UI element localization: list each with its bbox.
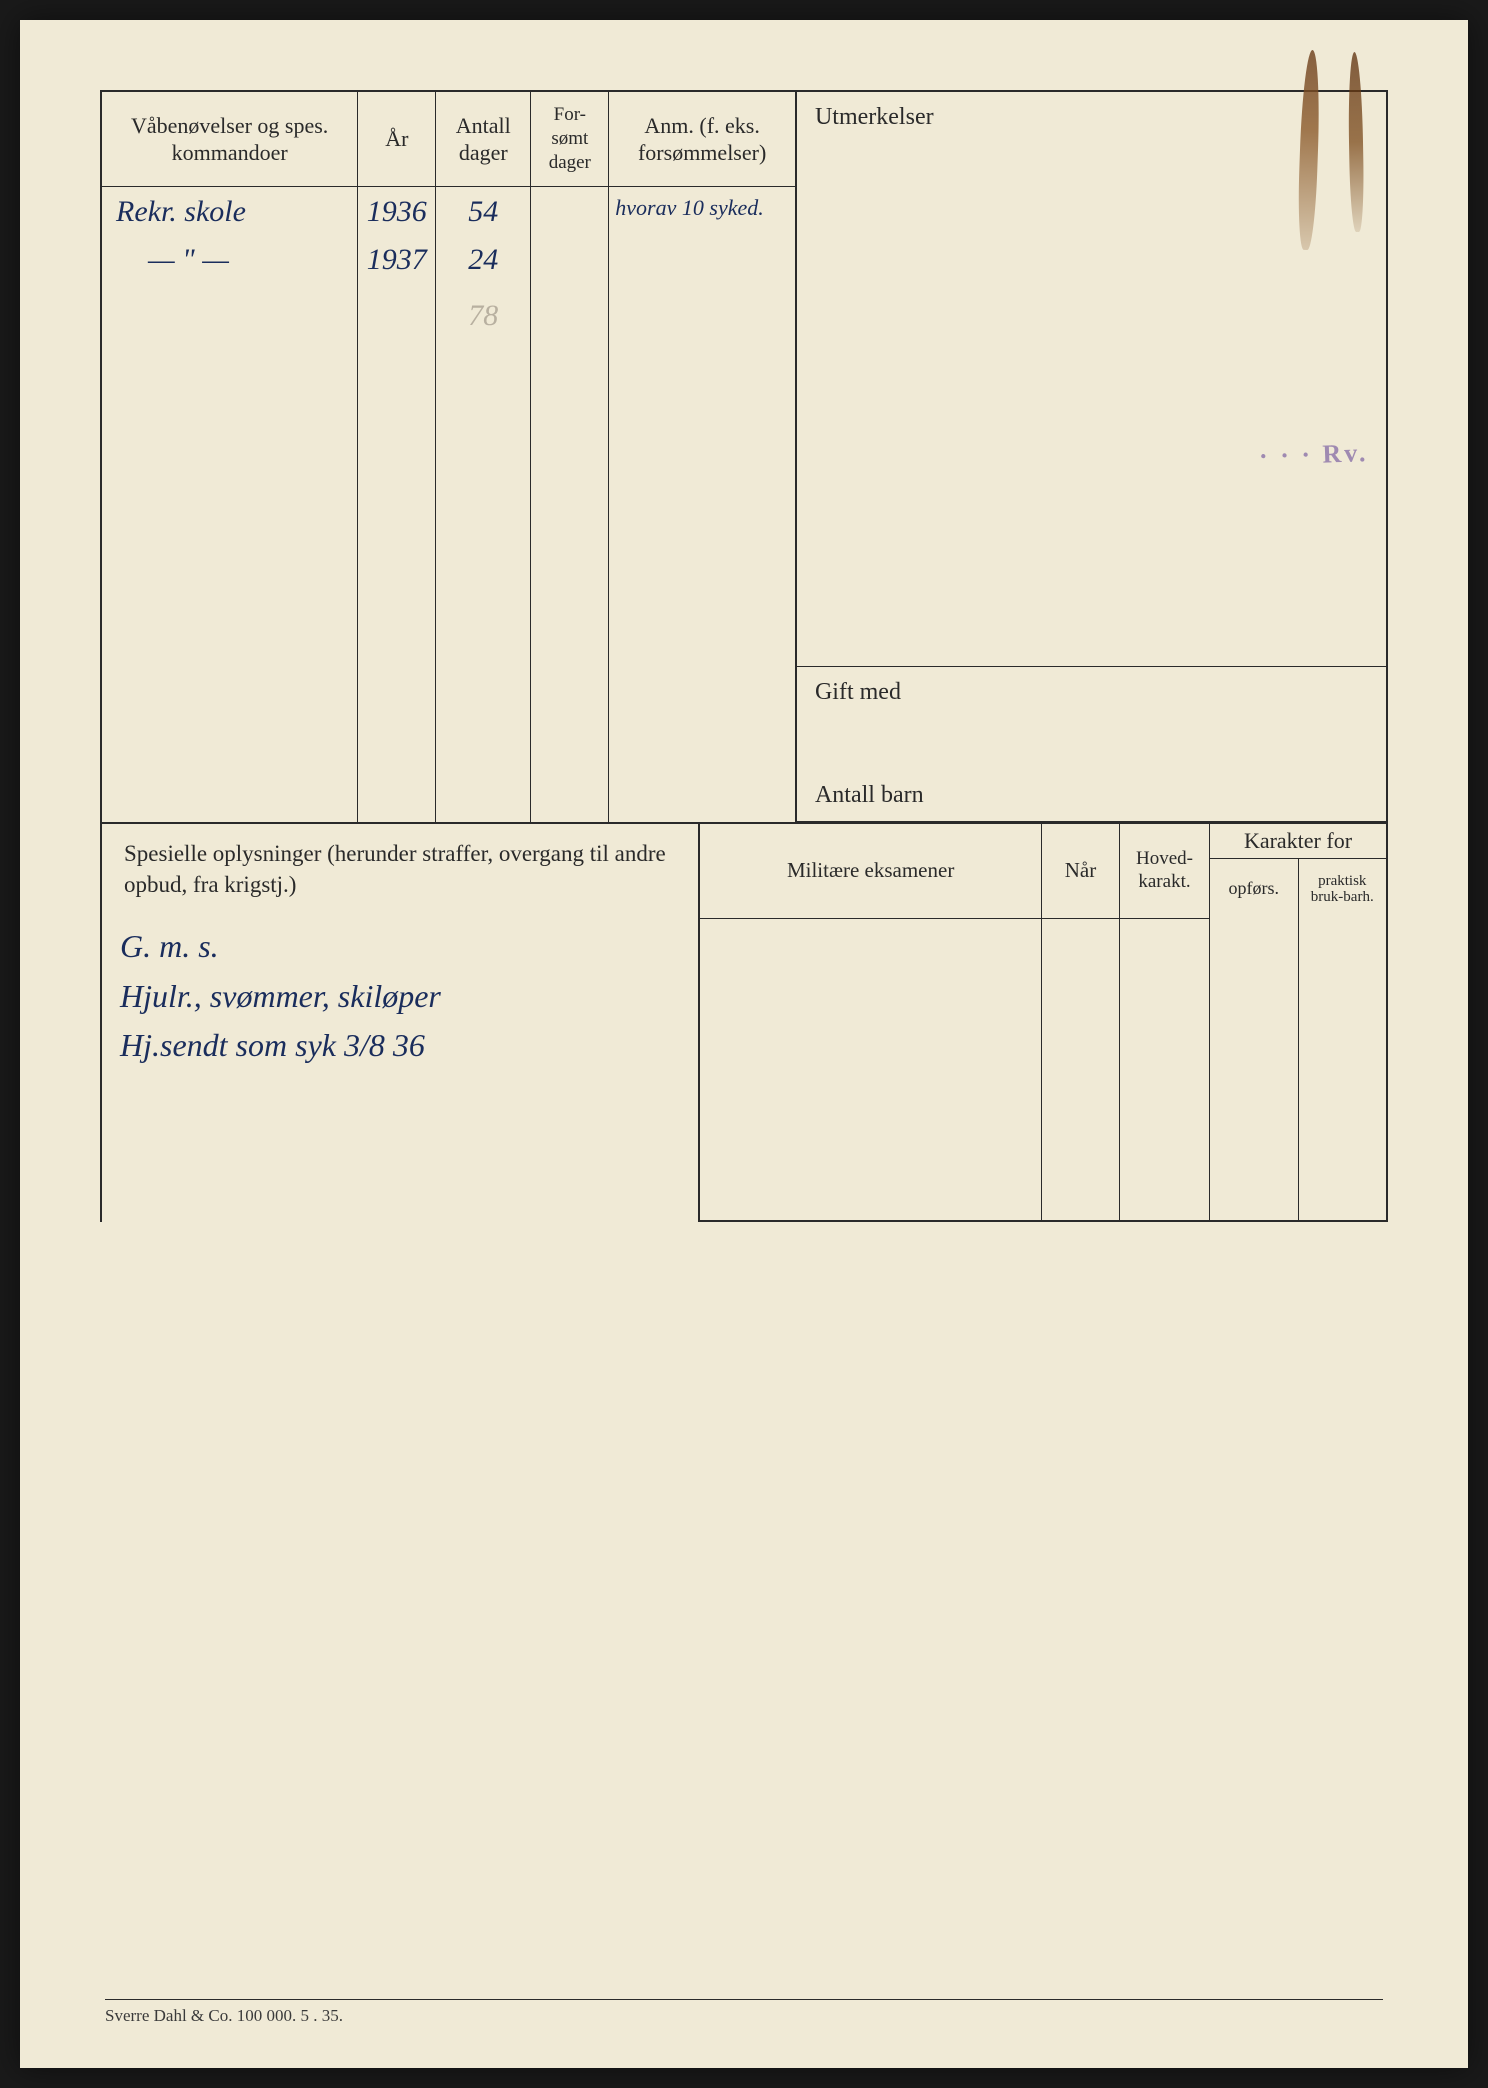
header-notes: Anm. (f. eks. forsømmelser) <box>609 92 795 187</box>
top-section: Våbenøvelser og spes. kommandoer Rekr. s… <box>102 92 1386 822</box>
body-year: 1936 1937 <box>358 187 435 822</box>
footer-imprint: Sverre Dahl & Co. 100 000. 5 . 35. <box>105 1999 1383 2026</box>
special-line-2: Hj.sendt som syk 3/8 36 <box>120 1021 680 1071</box>
when-body <box>1042 919 1119 1220</box>
header-year: År <box>358 92 435 187</box>
year-1: 1937 <box>364 243 429 291</box>
body-days: 54 24 78 <box>436 187 530 822</box>
col-days: Antall dager 54 24 78 <box>436 92 531 822</box>
karakter-group: Karakter for opførs. praktisk bruk-barh. <box>1210 824 1386 1220</box>
col-year: År 1936 1937 <box>358 92 436 822</box>
form-container: Våbenøvelser og spes. kommandoer Rekr. s… <box>100 90 1388 1222</box>
special-body: G. m. s. Hjulr., svømmer, skiløper Hj.se… <box>102 914 698 1222</box>
children-label: Antall barn <box>815 782 1368 809</box>
married-box: Gift med Antall barn <box>797 667 1386 822</box>
main-grade-body <box>1120 919 1209 1220</box>
header-when: Når <box>1042 824 1119 919</box>
body-notes: hvorav 10 syked. <box>609 187 795 822</box>
pencil-note: 78 <box>442 291 524 339</box>
document-page: · · · Rv. Våbenøvelser og spes. kommando… <box>20 20 1468 2068</box>
header-practical: praktisk bruk-barh. <box>1299 859 1387 919</box>
exams-table: Militære eksamener Når Hoved-karakt. Kar… <box>700 824 1386 1222</box>
body-exercises: Rekr. skole — " — <box>102 187 357 822</box>
practical-body <box>1299 919 1387 1220</box>
special-line-0: G. m. s. <box>120 922 680 972</box>
ecol-when: Når <box>1042 824 1120 1220</box>
body-absent <box>531 187 608 822</box>
distinctions-box: Utmerkelser <box>797 92 1386 667</box>
notes-0: hvorav 10 syked. <box>615 195 789 243</box>
exam-body <box>700 919 1041 1220</box>
notes-1 <box>615 243 789 291</box>
ecol-exam: Militære eksamener <box>700 824 1042 1220</box>
header-exams: Militære eksamener <box>700 824 1041 919</box>
absent-1 <box>537 243 602 291</box>
exercise-name-1: — " — <box>108 243 351 291</box>
absent-0 <box>537 195 602 243</box>
conduct-body <box>1210 919 1299 1220</box>
col-notes: Anm. (f. eks. forsømmelser) hvorav 10 sy… <box>609 92 795 822</box>
karakter-header-group: Karakter for opførs. praktisk bruk-barh. <box>1210 824 1386 919</box>
special-line-1: Hjulr., svømmer, skiløper <box>120 972 680 1022</box>
header-karakter-for: Karakter for <box>1210 824 1386 859</box>
days-1: 24 <box>442 243 524 291</box>
special-info: Spesielle oplysninger (herunder straffer… <box>102 824 700 1222</box>
exercises-table: Våbenøvelser og spes. kommandoer Rekr. s… <box>102 92 797 822</box>
col-exercise: Våbenøvelser og spes. kommandoer Rekr. s… <box>102 92 358 822</box>
karakter-sub: opførs. praktisk bruk-barh. <box>1210 859 1386 919</box>
header-absent: For-sømt dager <box>531 92 608 187</box>
header-exercises: Våbenøvelser og spes. kommandoer <box>102 92 357 187</box>
karakter-body <box>1210 919 1386 1220</box>
year-0: 1936 <box>364 195 429 243</box>
days-0: 54 <box>442 195 524 243</box>
header-main-grade: Hoved-karakt. <box>1120 824 1209 919</box>
header-days: Antall dager <box>436 92 530 187</box>
header-conduct: opførs. <box>1210 859 1299 919</box>
ecol-main: Hoved-karakt. <box>1120 824 1210 1220</box>
special-header: Spesielle oplysninger (herunder straffer… <box>102 824 698 914</box>
col-absent: For-sømt dager <box>531 92 609 822</box>
exercise-name-0: Rekr. skole <box>108 195 351 243</box>
purple-stamp: · · · Rv. <box>1258 438 1368 472</box>
middle-section: Spesielle oplysninger (herunder straffer… <box>102 822 1386 1222</box>
married-label: Gift med <box>815 679 1368 706</box>
distinctions-label: Utmerkelser <box>815 104 934 130</box>
